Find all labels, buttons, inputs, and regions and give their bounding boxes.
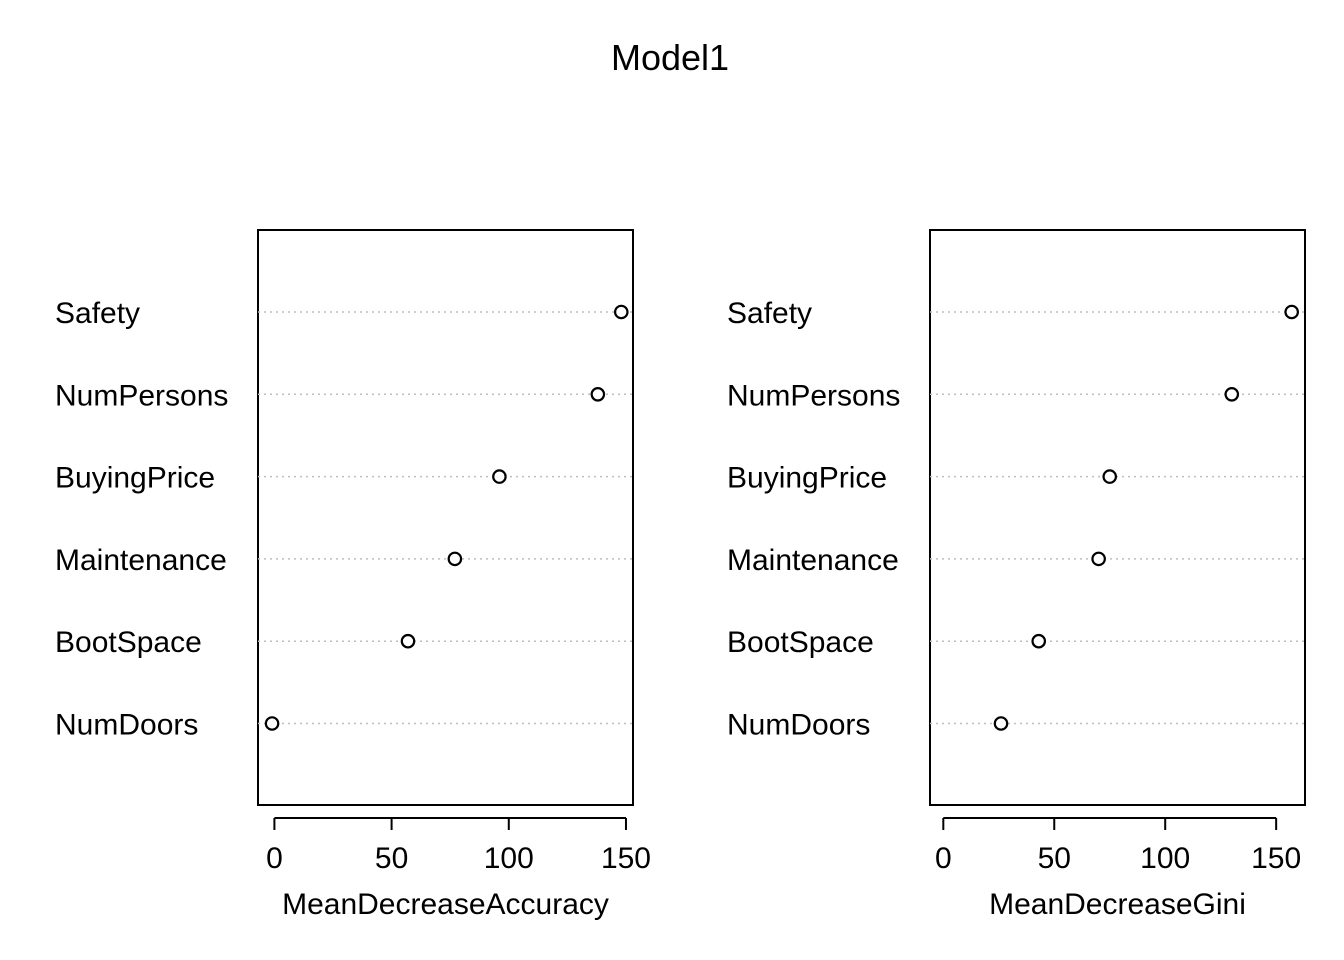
- label-numpersons: NumPersons: [727, 379, 900, 412]
- chart-title: Model1: [611, 37, 729, 78]
- label-maintenance: Maintenance: [55, 544, 227, 577]
- x-axis-title: MeanDecreaseGini: [989, 888, 1246, 921]
- x-tick-label-50: 50: [375, 842, 408, 875]
- x-tick-label-100: 100: [1140, 842, 1190, 875]
- label-numdoors: NumDoors: [55, 709, 198, 742]
- point-bootspace: [400, 633, 416, 649]
- label-safety: Safety: [55, 297, 140, 330]
- x-tick-label-0: 0: [266, 842, 283, 875]
- label-safety: Safety: [727, 297, 812, 330]
- point-numdoors: [264, 716, 280, 731]
- x-tick-label-100: 100: [484, 842, 534, 875]
- point-safety: [1284, 304, 1299, 320]
- x-tick-label-150: 150: [1251, 842, 1301, 875]
- point-numdoors: [993, 716, 1009, 731]
- point-numpersons: [590, 386, 606, 402]
- plot-frame: [257, 229, 634, 806]
- x-axis-title: MeanDecreaseAccuracy: [282, 888, 609, 921]
- label-bootspace: BootSpace: [55, 626, 202, 659]
- panel-mean-decrease-accuracy: Safety NumPersons BuyingPrice Maintenance Bo…: [55, 229, 651, 921]
- x-tick-label-0: 0: [935, 842, 952, 875]
- panel-mean-decrease-gini: Safety NumPersons BuyingPrice Maintenance Bo…: [727, 229, 1306, 921]
- plot-frame: [929, 229, 1306, 806]
- label-numdoors: NumDoors: [727, 709, 870, 742]
- label-maintenance: Maintenance: [727, 544, 899, 577]
- label-buyingprice: BuyingPrice: [55, 462, 215, 495]
- point-numpersons: [1224, 386, 1240, 402]
- point-buyingprice: [1102, 469, 1118, 484]
- point-buyingprice: [492, 469, 507, 484]
- label-bootspace: BootSpace: [727, 626, 874, 659]
- label-buyingprice: BuyingPrice: [727, 462, 887, 495]
- x-tick-label-50: 50: [1038, 842, 1071, 875]
- point-safety: [613, 304, 629, 320]
- label-numpersons: NumPersons: [55, 379, 228, 412]
- point-bootspace: [1031, 633, 1047, 649]
- point-maintenance: [447, 551, 463, 567]
- x-tick-label-150: 150: [601, 842, 651, 875]
- point-maintenance: [1091, 551, 1106, 567]
